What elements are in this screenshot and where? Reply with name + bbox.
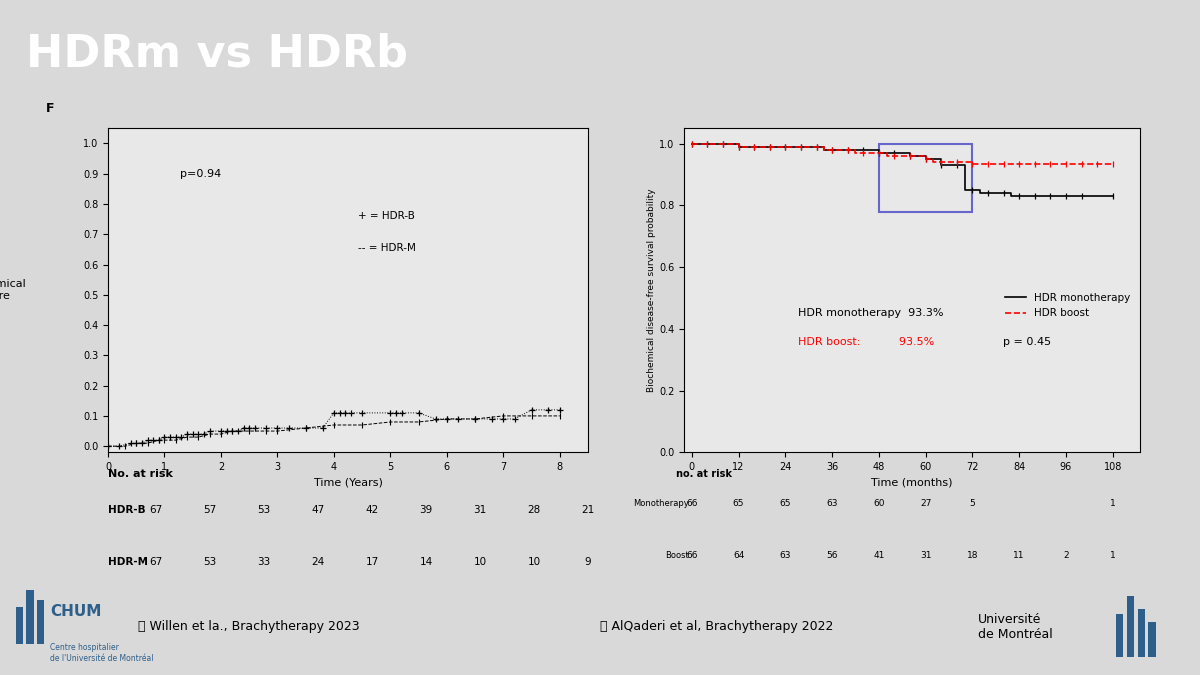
- Text: 📖 AlQaderi et al, Brachytherapy 2022: 📖 AlQaderi et al, Brachytherapy 2022: [600, 620, 833, 633]
- Text: no. at risk: no. at risk: [677, 469, 732, 479]
- Text: 39: 39: [419, 506, 433, 515]
- Bar: [26, 590, 34, 644]
- Text: Monotherapy: Monotherapy: [634, 500, 689, 508]
- Text: Boost: Boost: [665, 551, 689, 560]
- Text: Université
de Montréal: Université de Montréal: [978, 613, 1052, 641]
- Text: 67: 67: [149, 557, 163, 566]
- Bar: [16, 608, 23, 644]
- Text: 41: 41: [874, 551, 884, 560]
- Bar: [1138, 609, 1145, 657]
- Text: HDR monotherapy  93.3%: HDR monotherapy 93.3%: [798, 308, 943, 318]
- Y-axis label: Biochemical disease-free survival probability: Biochemical disease-free survival probab…: [647, 188, 656, 392]
- Text: 66: 66: [686, 500, 697, 508]
- Text: 18: 18: [967, 551, 978, 560]
- Text: 10: 10: [528, 557, 540, 566]
- Text: HDR boost:           93.5%: HDR boost: 93.5%: [798, 338, 935, 348]
- Legend: HDR monotherapy, HDR boost: HDR monotherapy, HDR boost: [1001, 289, 1135, 323]
- Bar: [878, 144, 972, 211]
- Text: 56: 56: [827, 551, 838, 560]
- Text: No. at risk: No. at risk: [108, 469, 173, 479]
- Bar: [1148, 622, 1156, 657]
- Text: 31: 31: [473, 506, 487, 515]
- Text: 67: 67: [149, 506, 163, 515]
- Text: 31: 31: [920, 551, 931, 560]
- Text: HDR-B: HDR-B: [108, 506, 145, 515]
- Text: 1: 1: [1110, 551, 1116, 560]
- Text: 21: 21: [581, 506, 595, 515]
- X-axis label: Time (Years): Time (Years): [313, 477, 383, 487]
- Text: 10: 10: [474, 557, 486, 566]
- Text: 17: 17: [365, 557, 379, 566]
- Text: 63: 63: [827, 500, 838, 508]
- Text: 9: 9: [584, 557, 592, 566]
- Text: 65: 65: [780, 500, 791, 508]
- Text: 14: 14: [419, 557, 433, 566]
- X-axis label: Time (months): Time (months): [871, 477, 953, 487]
- Text: p=0.94: p=0.94: [180, 169, 221, 179]
- Text: 33: 33: [257, 557, 271, 566]
- Text: CHUM: CHUM: [50, 604, 102, 620]
- Text: HDRm vs HDRb: HDRm vs HDRb: [26, 32, 408, 76]
- Text: p = 0.45: p = 0.45: [1003, 338, 1051, 348]
- Text: Centre hospitalier
de l'Université de Montréal: Centre hospitalier de l'Université de Mo…: [50, 643, 154, 663]
- Text: Biochemical
Failure: Biochemical Failure: [0, 279, 26, 301]
- Text: 2: 2: [1063, 551, 1069, 560]
- Text: 63: 63: [780, 551, 791, 560]
- Text: 53: 53: [203, 557, 217, 566]
- Text: 66: 66: [686, 551, 697, 560]
- Text: 64: 64: [733, 551, 744, 560]
- Bar: [37, 601, 44, 644]
- Text: F: F: [46, 103, 54, 115]
- Text: 5: 5: [970, 500, 976, 508]
- Text: 1: 1: [1110, 500, 1116, 508]
- Text: 11: 11: [1014, 551, 1025, 560]
- Text: 65: 65: [733, 500, 744, 508]
- Text: -- = HDR-M: -- = HDR-M: [358, 244, 415, 253]
- Text: 📖 Willen et la., Brachytherapy 2023: 📖 Willen et la., Brachytherapy 2023: [138, 620, 360, 633]
- Text: 47: 47: [311, 506, 325, 515]
- Text: 28: 28: [527, 506, 541, 515]
- Text: HDR-M: HDR-M: [108, 557, 148, 566]
- Text: + = HDR-B: + = HDR-B: [358, 211, 414, 221]
- Text: 53: 53: [257, 506, 271, 515]
- Text: 57: 57: [203, 506, 217, 515]
- Text: 42: 42: [365, 506, 379, 515]
- Text: 27: 27: [920, 500, 931, 508]
- Text: 24: 24: [311, 557, 325, 566]
- Text: 60: 60: [874, 500, 884, 508]
- Bar: [1116, 614, 1123, 657]
- Bar: [1127, 596, 1134, 657]
